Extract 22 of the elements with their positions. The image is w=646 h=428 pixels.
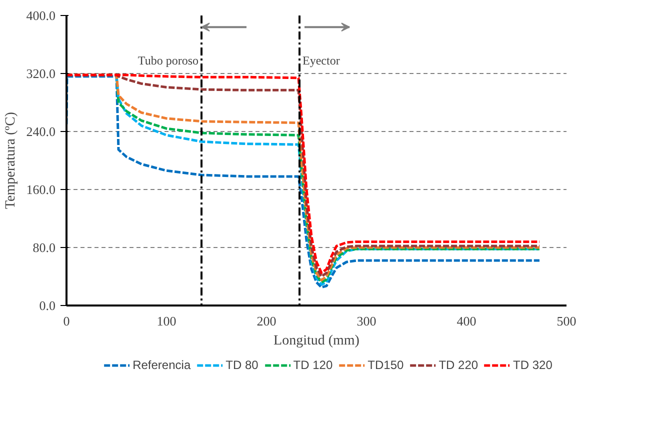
x-axis-title: Longitud (mm) [274,334,360,348]
annotation: Tubo poroso [138,54,199,68]
x-tick-label: 300 [356,314,376,328]
legend-label: TD150 [368,358,404,372]
legend-label: Referencia [132,358,191,372]
y-tick-label: 160.0 [26,182,56,197]
legend-label: TD 80 [226,358,258,372]
x-tick-label: 200 [256,314,276,328]
x-tick-label: 400 [456,314,476,328]
x-tick-label: 0 [63,314,70,328]
legend-label: TD 220 [438,358,478,372]
y-tick-label: 320.0 [26,66,56,81]
x-tick-label: 100 [156,314,176,328]
legend-label: TD 120 [293,358,333,372]
annotation: Eyector [302,54,340,68]
y-tick-label: 240.0 [26,124,56,139]
y-tick-label: 0.0 [39,298,56,313]
x-tick-label: 500 [556,314,576,328]
legend-label: TD 320 [513,358,552,372]
y-tick-label: 400.0 [26,8,56,23]
y-tick-label: 80.0 [32,240,56,255]
y-axis-title: Temperatura (ºC) [3,112,18,210]
